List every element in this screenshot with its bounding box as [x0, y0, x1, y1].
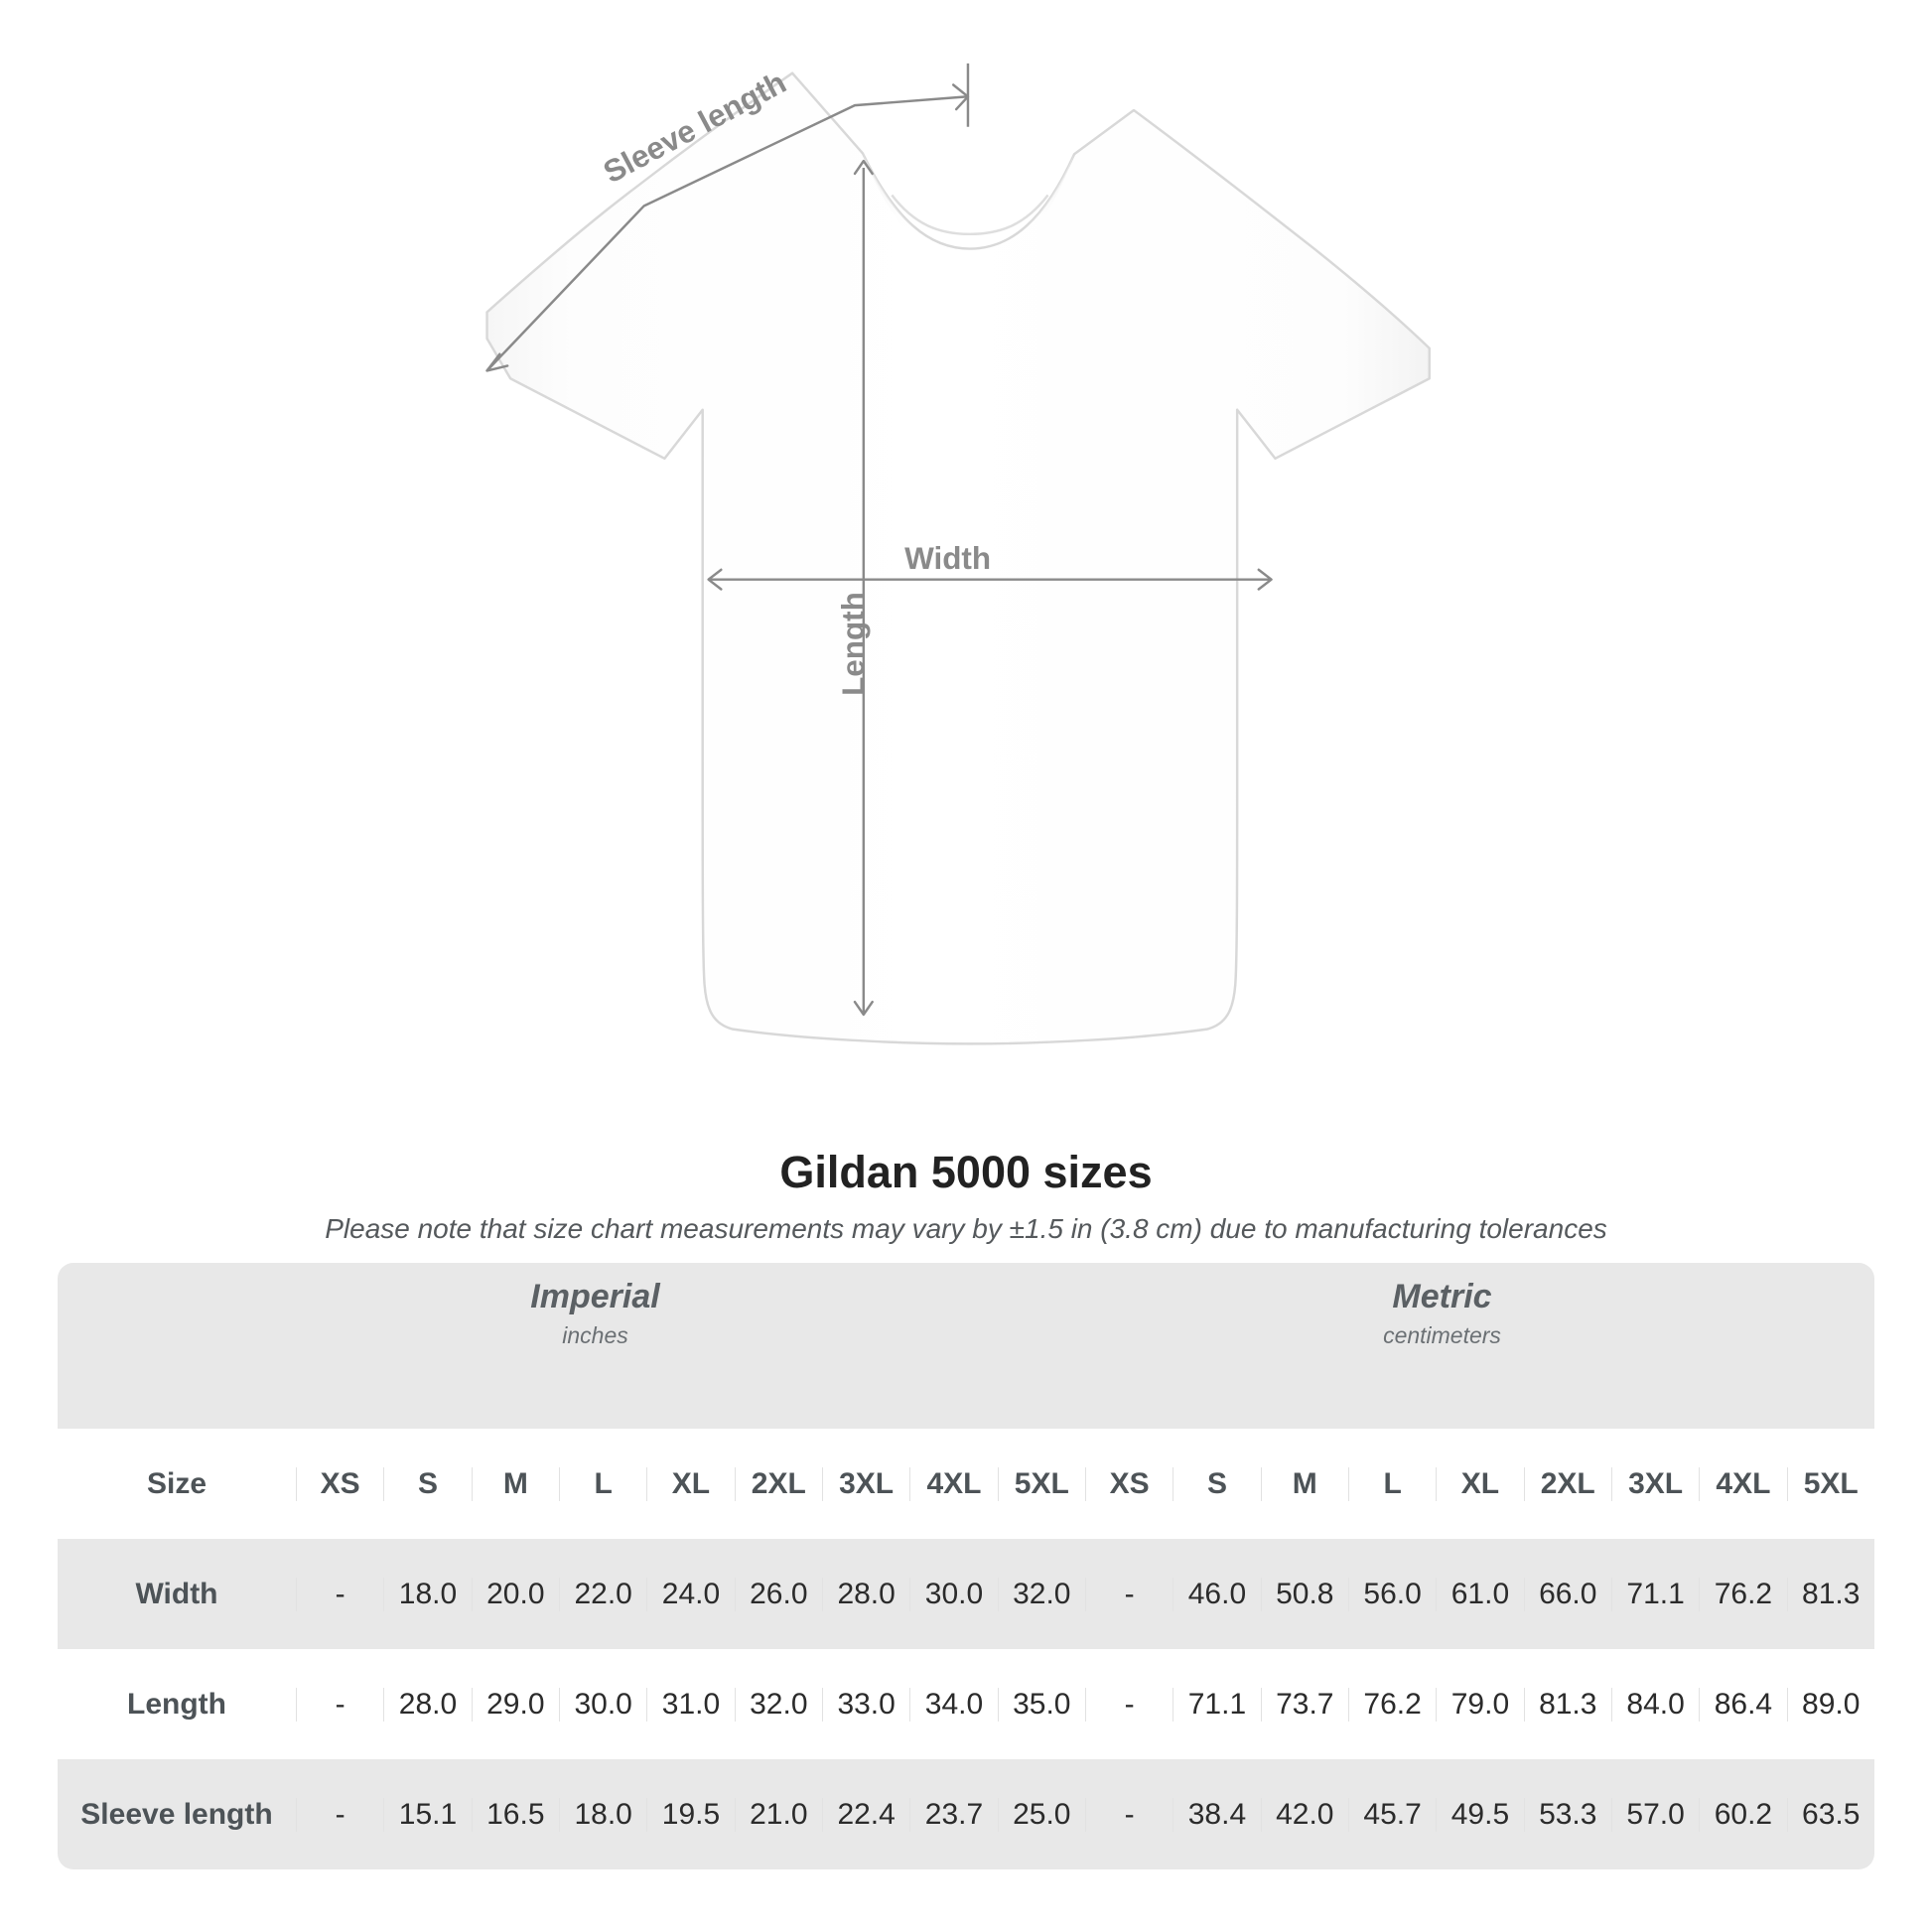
svg-text:Width: Width	[904, 541, 991, 576]
svg-text:Length: Length	[836, 592, 871, 696]
